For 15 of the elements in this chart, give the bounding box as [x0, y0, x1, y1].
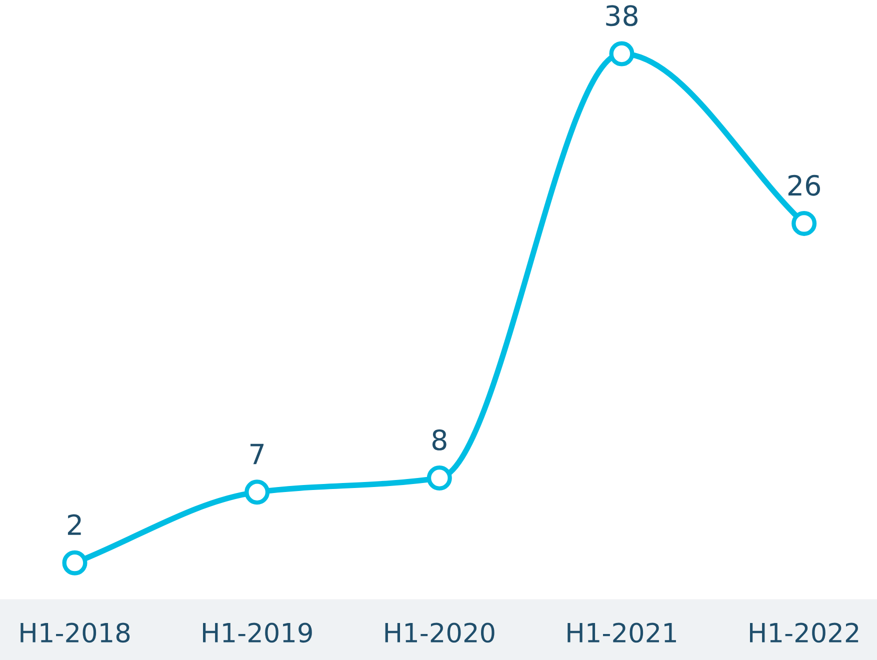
data-label: 38: [606, 5, 638, 26]
data-label: 7: [250, 444, 264, 464]
point: [62, 550, 88, 576]
x-tick-label: H1-2019: [203, 622, 312, 643]
x-tick-label: H1-2018: [20, 622, 130, 643]
data-label: 26: [788, 174, 820, 196]
x-tick-label: H1-2020: [385, 622, 494, 643]
point: [426, 465, 452, 490]
point: [792, 210, 817, 236]
point: [244, 480, 270, 505]
point: [609, 41, 634, 66]
data-label: 2: [68, 514, 81, 535]
x-tick-label: H1-2021: [568, 622, 676, 643]
data-label: 8: [432, 429, 446, 450]
x-tick-label: H1-2022: [750, 622, 858, 643]
